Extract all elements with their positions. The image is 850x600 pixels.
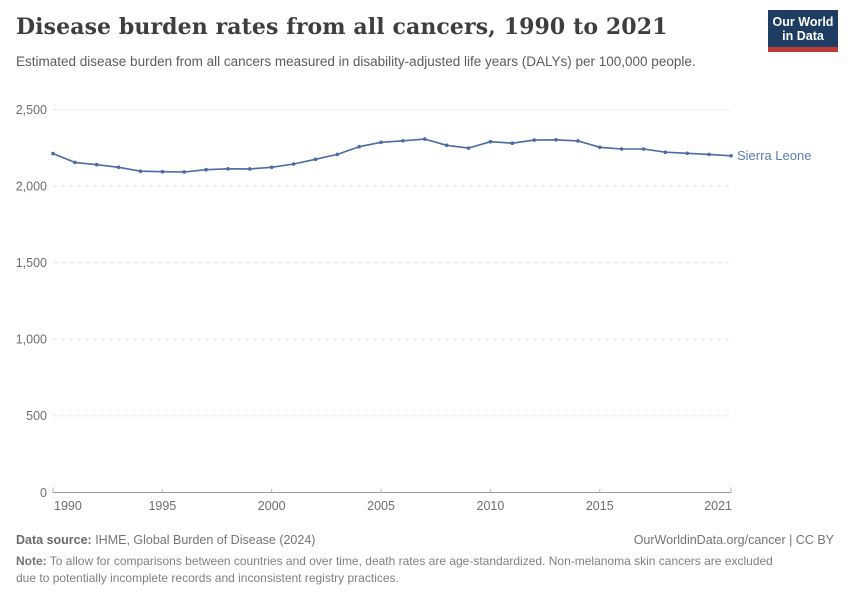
data-point [466, 146, 471, 150]
chart-note-label: Note: [16, 554, 47, 568]
chart-svg: 0 500 1,000 1,500 2,000 2,500 1990 1995 2000 2005… [16, 103, 812, 513]
data-point [444, 143, 449, 148]
data-point [707, 152, 711, 157]
data-source: Data source: IHME, Global Burden of Dise… [16, 533, 315, 547]
x-tick-label: 2000 [258, 499, 286, 513]
y-tick-label: 2,500 [16, 103, 47, 117]
data-point [598, 145, 602, 150]
data-point [335, 152, 340, 157]
y-tick-label: 2,000 [16, 179, 47, 193]
data-point [73, 160, 77, 165]
chart-note-text: To allow for comparisons between countri… [16, 554, 773, 585]
owid-logo-line1: Our World [772, 15, 834, 29]
series-line [52, 138, 732, 173]
data-point [488, 139, 493, 144]
data-point [554, 138, 558, 142]
chart-title: Disease burden rates from all cancers, 1… [16, 14, 668, 40]
y-tick-label: 0 [40, 486, 47, 500]
data-source-label: Data source: [16, 533, 92, 547]
y-tick-label: 500 [26, 409, 47, 423]
data-point [379, 140, 383, 145]
data-point [313, 157, 318, 162]
y-tick-label: 1,000 [16, 333, 47, 347]
owid-logo-line2: in Data [782, 29, 824, 43]
data-source-text: IHME, Global Burden of Disease (2024) [91, 533, 316, 547]
data-point [641, 147, 646, 151]
data-point [423, 137, 427, 141]
data-point [269, 165, 274, 170]
data-point [576, 139, 580, 143]
data-point [248, 167, 252, 171]
data-point [685, 151, 690, 156]
data-point [226, 167, 230, 171]
data-point [204, 167, 208, 172]
x-tick-label: 2021 [704, 499, 732, 513]
x-tick-label: 1995 [148, 499, 176, 513]
x-tick-label: 2005 [367, 499, 395, 513]
data-point [51, 151, 55, 156]
y-tick-label: 1,500 [16, 256, 47, 270]
data-point [663, 150, 668, 154]
data-point [357, 144, 362, 149]
owid-logo[interactable]: Our World in Data [768, 10, 838, 52]
data-point [532, 138, 536, 142]
data-point [401, 139, 405, 143]
chart-area: 0 500 1,000 1,500 2,000 2,500 1990 1995 2000 2005… [0, 90, 850, 530]
chart-subtitle: Estimated disease burden from all cancer… [16, 54, 696, 69]
data-point [291, 162, 296, 166]
data-point [182, 170, 186, 174]
data-point [729, 154, 733, 158]
chart-note: Note: To allow for comparisons between c… [16, 553, 778, 586]
x-tick-label: 2015 [586, 499, 614, 513]
data-point [94, 162, 99, 167]
x-tick-label: 1990 [54, 499, 82, 513]
data-point [116, 165, 121, 170]
footer: Data source: IHME, Global Burden of Dise… [16, 533, 834, 547]
data-point [160, 169, 165, 174]
data-point [510, 141, 515, 145]
data-point [138, 169, 143, 173]
license-link[interactable]: OurWorldinData.org/cancer | CC BY [633, 533, 834, 547]
series-label: Sierra Leone [737, 148, 811, 163]
x-tick-label: 2010 [477, 499, 505, 513]
data-point [619, 147, 624, 151]
